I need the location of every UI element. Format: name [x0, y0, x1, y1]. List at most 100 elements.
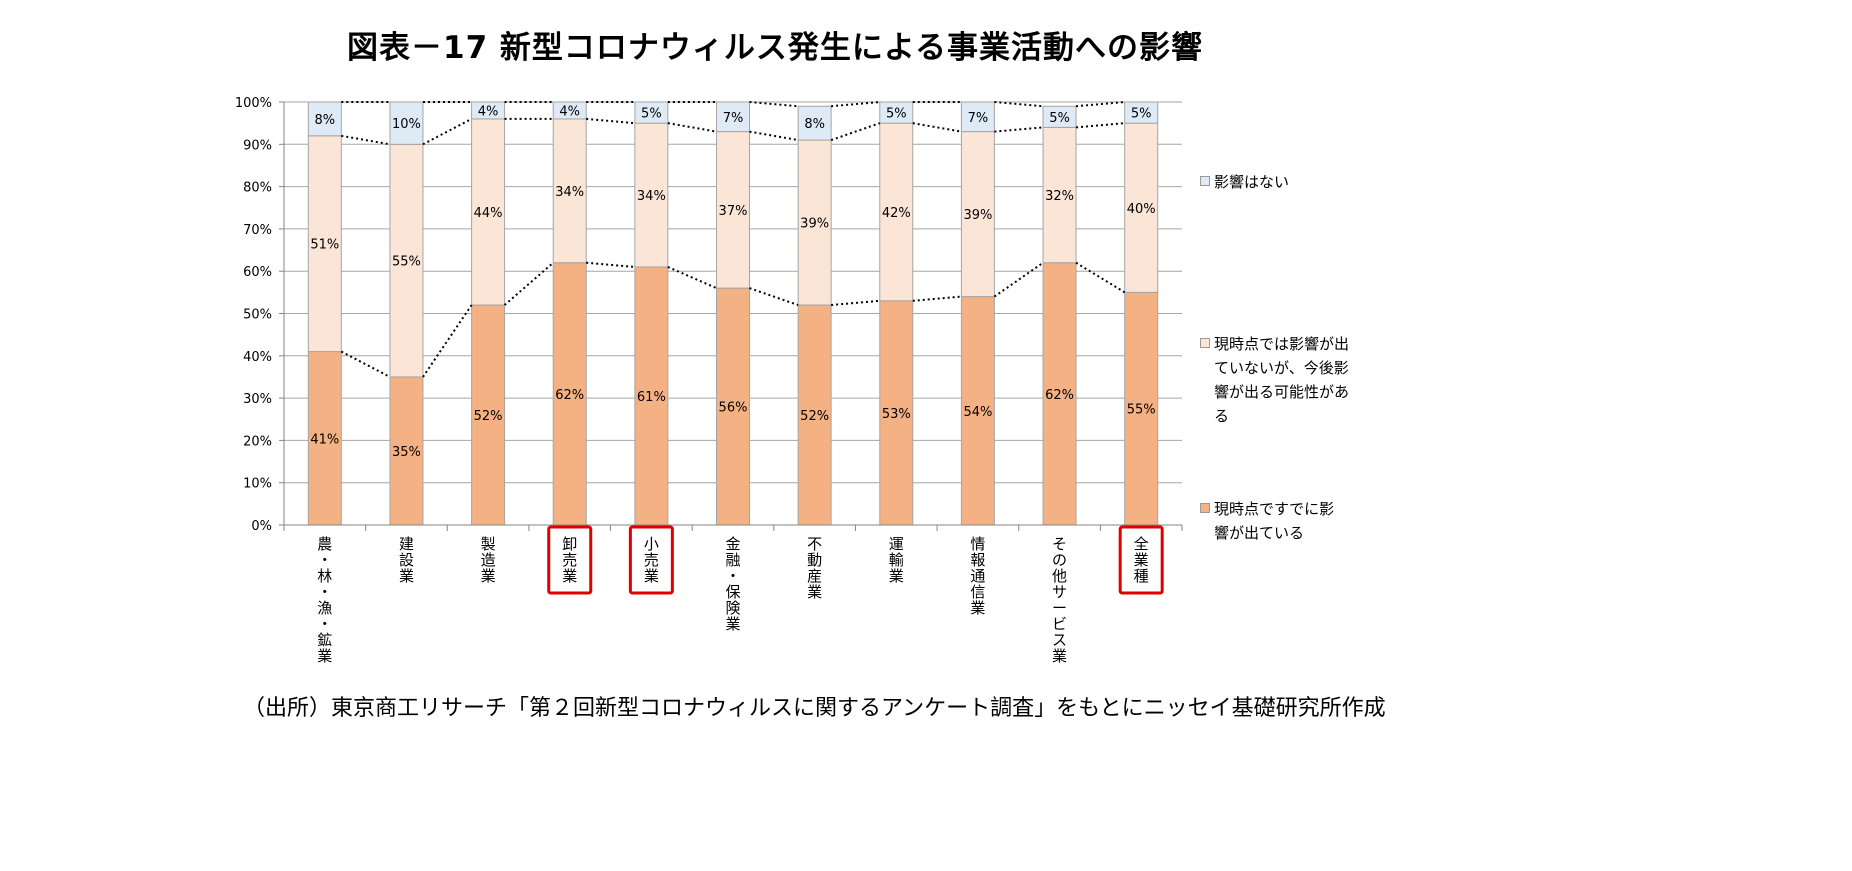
highlight-box	[1118, 525, 1164, 595]
bar-segment	[1042, 262, 1077, 526]
data-label: 7%	[968, 111, 989, 126]
data-label: 5%	[1131, 107, 1152, 122]
series-line	[1075, 122, 1125, 129]
legend-swatch	[1200, 176, 1210, 186]
bar-segment	[389, 143, 424, 378]
series-line	[994, 101, 1044, 108]
series-line	[912, 295, 962, 302]
data-label: 7%	[723, 111, 744, 126]
bar-segment	[879, 300, 914, 526]
bar-segment	[471, 101, 506, 120]
data-label: 5%	[1049, 111, 1070, 126]
bar-segment	[307, 135, 342, 353]
x-category-label: 製造業	[481, 535, 496, 585]
bar-segment	[634, 101, 669, 124]
series-line	[586, 261, 635, 268]
series-line	[912, 122, 962, 133]
series-line	[422, 304, 473, 378]
legend-label: 現時点ですでに影響が出ている	[1214, 500, 1335, 542]
data-label: 51%	[310, 238, 339, 253]
bar-segment	[960, 296, 995, 526]
x-category-label: 金融・保険業	[725, 535, 740, 633]
bar-segment	[1124, 122, 1159, 293]
bar-segment	[634, 122, 669, 268]
bar-segment	[552, 262, 587, 526]
bar-segment	[797, 139, 832, 306]
y-tick-label: 30%	[243, 392, 272, 407]
x-category-label: 不動産業	[807, 535, 822, 601]
series-line	[749, 130, 799, 142]
data-label: 4%	[478, 104, 499, 119]
chart-title: 図表－17 新型コロナウィルス発生による事業活動への影響	[347, 30, 1203, 66]
data-label: 52%	[800, 409, 829, 424]
bar-segment	[960, 101, 995, 133]
data-label: 53%	[882, 407, 911, 422]
series-line	[422, 118, 473, 146]
series-line	[503, 261, 554, 306]
bar-segment	[716, 101, 750, 133]
bar-segment	[797, 105, 832, 141]
data-label: 61%	[637, 390, 666, 405]
series-line	[994, 126, 1044, 133]
data-label: 52%	[474, 409, 503, 424]
legend-label: 現時点では影響が出ていないが、今後影響が出る可能性がある	[1214, 335, 1350, 425]
bar-segment	[1124, 101, 1159, 124]
bar-segment	[471, 304, 506, 526]
y-tick-label: 80%	[243, 181, 272, 196]
series-line	[830, 122, 881, 142]
series-line	[1075, 261, 1126, 294]
bar-segment	[716, 131, 750, 289]
x-category-label: 小売業	[644, 535, 659, 585]
series-line	[831, 299, 880, 307]
data-label: 56%	[719, 401, 748, 416]
y-tick-label: 10%	[243, 477, 272, 492]
data-label: 8%	[804, 117, 825, 132]
data-label: 39%	[800, 217, 829, 232]
y-tick-label: 40%	[243, 350, 272, 365]
y-tick-label: 0%	[251, 519, 272, 534]
x-category-label: その他サービス業	[1052, 535, 1067, 665]
y-tick-label: 60%	[243, 265, 272, 280]
data-label: 44%	[474, 206, 503, 221]
data-label: 62%	[555, 388, 584, 403]
data-label: 39%	[963, 208, 992, 223]
data-label: 55%	[1127, 403, 1156, 418]
highlight-box	[628, 525, 674, 595]
x-category-label: 情報通信業	[970, 535, 985, 617]
legend-swatch	[1200, 503, 1210, 513]
series-line	[831, 101, 880, 108]
bar-segment	[389, 376, 424, 526]
x-category-label: 建設業	[399, 535, 414, 585]
data-label: 37%	[719, 204, 748, 219]
data-label: 8%	[315, 113, 336, 128]
data-label: 55%	[392, 255, 421, 270]
data-label: 42%	[882, 206, 911, 221]
x-category-label: 農・林・漁・鉱業	[317, 535, 332, 665]
bar-segment	[552, 118, 587, 264]
bar-segment	[1124, 291, 1159, 526]
legend-swatch	[1200, 338, 1210, 348]
data-label: 5%	[886, 107, 907, 122]
data-label: 34%	[637, 189, 666, 204]
bar-segment	[879, 101, 914, 124]
series-line	[340, 350, 391, 378]
series-line	[667, 266, 717, 290]
data-label: 40%	[1127, 202, 1156, 217]
legend-label: 影響はない	[1214, 173, 1290, 191]
bar-segment	[716, 287, 750, 526]
bar-segment	[307, 101, 342, 137]
series-line	[667, 122, 717, 133]
bar-segment	[552, 101, 587, 120]
data-label: 32%	[1045, 189, 1074, 204]
y-tick-label: 50%	[243, 308, 272, 323]
series-line	[1075, 101, 1125, 108]
data-label: 54%	[963, 405, 992, 420]
data-label: 4%	[559, 104, 580, 119]
data-label: 35%	[392, 445, 421, 460]
bar-segment	[879, 122, 914, 302]
data-label: 34%	[555, 185, 584, 200]
series-line	[993, 261, 1044, 298]
series-line	[586, 117, 635, 125]
series-line	[749, 287, 799, 306]
